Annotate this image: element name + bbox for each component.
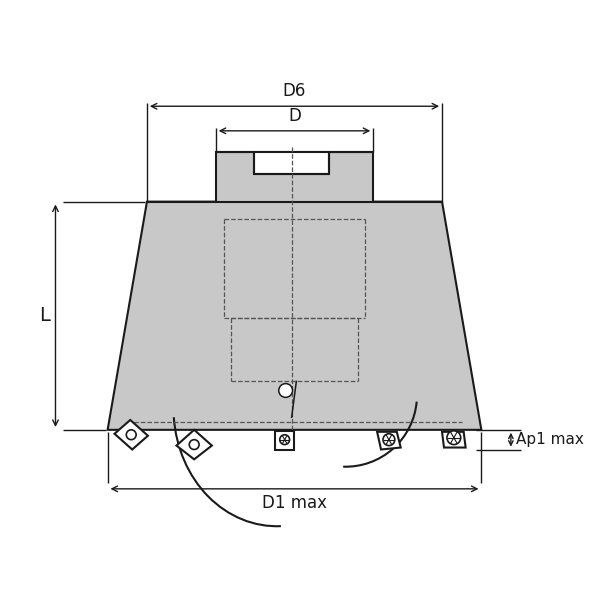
Circle shape — [127, 430, 136, 440]
Circle shape — [383, 434, 395, 446]
Circle shape — [189, 440, 199, 449]
Polygon shape — [275, 431, 295, 449]
Polygon shape — [115, 420, 148, 449]
Text: D6: D6 — [283, 82, 306, 100]
Text: D: D — [288, 107, 301, 125]
Text: D1 max: D1 max — [262, 494, 327, 512]
Polygon shape — [377, 432, 401, 449]
Polygon shape — [254, 152, 329, 174]
Text: L: L — [39, 306, 50, 325]
Text: Ap1 max: Ap1 max — [516, 432, 584, 447]
Circle shape — [280, 435, 290, 445]
Polygon shape — [216, 152, 373, 202]
Polygon shape — [442, 432, 466, 448]
Circle shape — [447, 431, 461, 445]
Polygon shape — [107, 202, 481, 430]
Polygon shape — [176, 430, 212, 460]
Circle shape — [279, 383, 293, 397]
